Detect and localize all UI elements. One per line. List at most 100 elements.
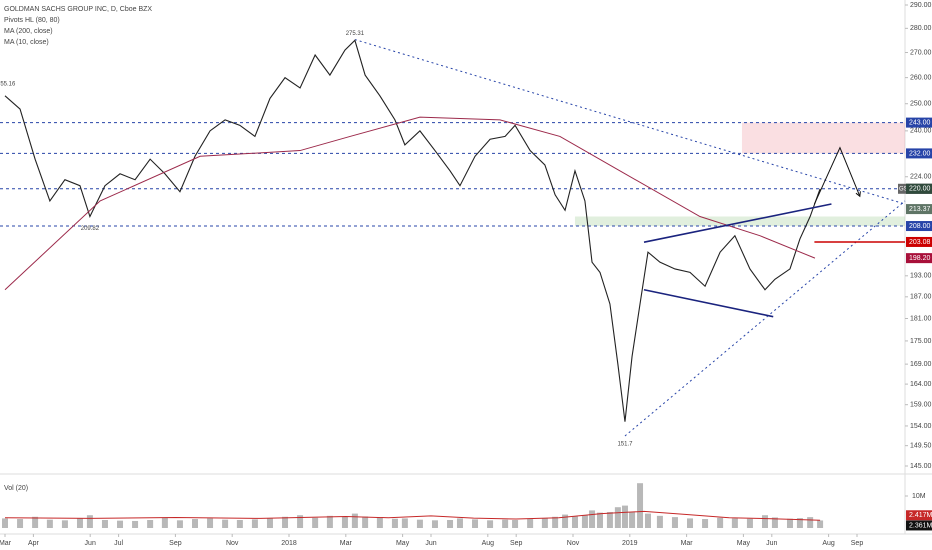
volume-bar (431, 520, 438, 528)
volume-bar (472, 519, 479, 528)
volume-ma-line (4, 510, 821, 521)
x-tick-label: Jun (425, 540, 436, 547)
volume-bar (771, 517, 778, 528)
volume-marker (906, 510, 932, 521)
price-marker (906, 117, 932, 128)
chart-title: GOLDMAN SACHS GROUP INC, D, Cboe BZX (4, 6, 152, 13)
projection (813, 146, 861, 205)
volume-bar (61, 520, 68, 528)
x-tick-label: Jun (766, 540, 777, 547)
x-tick-label: Aug (482, 540, 495, 547)
price-marker (906, 148, 932, 159)
trend-up (624, 200, 906, 437)
x-tick-label: Mar (0, 540, 12, 547)
volume-bar (456, 518, 463, 528)
y-tick-label: 240.00 (910, 128, 932, 135)
volume-bar (191, 519, 198, 528)
volume-bar (101, 520, 108, 528)
volume-bar (702, 519, 709, 528)
price-marker-label: 220.00 (909, 186, 931, 193)
x-tick-label: Jul (114, 540, 123, 547)
y-tick-label: 260.00 (910, 74, 932, 81)
pivot-label: 55.16 (0, 82, 16, 88)
volume-bar (46, 519, 53, 528)
volume-title: Vol (20) (4, 485, 28, 492)
y-tick-label: 290.00 (910, 2, 932, 9)
price-marker (906, 236, 932, 247)
volume-bar (621, 505, 628, 528)
y-tick-label: 149.50 (910, 443, 932, 450)
y-tick-label: 181.00 (910, 315, 932, 322)
volume-bar (502, 519, 509, 528)
volume-bar (236, 520, 243, 528)
volume-bar (527, 519, 534, 528)
volume-marker-label: 2.361M (909, 522, 932, 529)
pivot-label: 275.31 (346, 31, 365, 37)
trend-down (354, 39, 906, 205)
volume-bar (351, 513, 358, 528)
volume-bar (391, 518, 398, 528)
volume-bar (117, 520, 124, 528)
volume-bar (76, 518, 83, 528)
volume-bar (376, 517, 383, 528)
price-marker (906, 183, 932, 194)
volume-bar (1, 518, 8, 528)
price-marker-label: 198.20 (909, 255, 931, 262)
pivot-label: 209.82 (81, 226, 100, 232)
x-tick-label: Sep (851, 540, 864, 547)
volume-bar (571, 516, 578, 528)
support-zone (574, 216, 905, 227)
volume-bar (251, 519, 258, 528)
symbol-tag-label: GS (899, 186, 908, 192)
symbol-tag (898, 183, 906, 194)
x-tick-label: Mar (340, 540, 353, 547)
x-tick-label: Apr (28, 540, 40, 547)
x-tick-label: Nov (567, 540, 580, 547)
volume-bar (807, 517, 814, 528)
volume-bar (731, 518, 738, 528)
indicator-label: Pivots HL (80, 80) (4, 17, 60, 24)
volume-bar (687, 518, 694, 528)
y-tick-label: 159.00 (910, 402, 932, 409)
x-tick-label: Aug (822, 540, 835, 547)
volume-bar (596, 512, 603, 528)
volume-bar (552, 516, 559, 528)
volume-bar (487, 520, 494, 528)
indicator-label: MA (10, close) (4, 39, 49, 46)
volume-bar (17, 519, 24, 528)
x-tick-label: May (737, 540, 751, 547)
price-marker-label: 203.08 (909, 239, 931, 246)
volume-bar (717, 517, 724, 528)
volume-bar (132, 520, 139, 528)
volume-bar (447, 520, 454, 528)
volume-bar (637, 483, 644, 528)
x-tick-label: 2019 (622, 540, 638, 547)
y-tick-label: 250.00 (910, 101, 932, 108)
price-line (4, 39, 821, 422)
volume-bar (176, 520, 183, 528)
arrow-head (855, 191, 861, 198)
price-marker-label: 213.37 (909, 206, 931, 213)
volume-bar (541, 518, 548, 528)
volume-bar (207, 518, 214, 528)
x-tick-label: May (396, 540, 410, 547)
volume-bar (644, 513, 651, 528)
target-zone (741, 122, 905, 154)
volume-bar (589, 510, 596, 528)
y-tick-label: 280.00 (910, 25, 932, 32)
price-marker (906, 253, 932, 264)
volume-bar (416, 519, 423, 528)
volume-bar (266, 518, 273, 528)
y-tick-label: 175.00 (910, 338, 932, 345)
volume-bar (362, 516, 369, 528)
volume-bar (282, 516, 289, 528)
volume-bar (614, 507, 621, 528)
price-marker (906, 221, 932, 232)
channel-lower (643, 288, 774, 318)
x-tick-label: Mar (681, 540, 694, 547)
volume-bar (629, 512, 636, 528)
volume-bar (512, 520, 519, 528)
volume-bar (312, 517, 319, 528)
pivot-label: 151.7 (617, 442, 633, 448)
